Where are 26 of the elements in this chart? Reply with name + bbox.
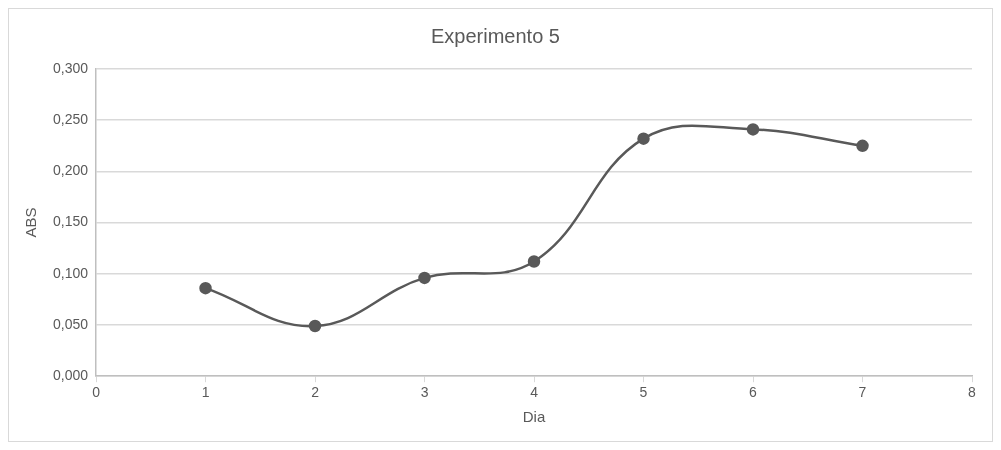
y-tick-label: 0,100 [52,264,89,281]
point [746,123,760,136]
x-tick-label: 2 [311,384,320,401]
x-axis-title: Dia [522,408,546,426]
y-tick-label: 0,000 [52,367,89,384]
x-tick-label: 7 [858,384,867,401]
x-tick-label: 0 [92,384,101,401]
y-tick-label: 0,250 [52,111,89,128]
point [308,319,322,333]
x-tick-label: 6 [749,384,758,401]
x-tick-label: 8 [968,384,977,401]
x-tick-label: 4 [530,384,539,401]
point [637,132,650,145]
chart-title: Experimento 5 [431,24,560,47]
x-tick-label: 5 [639,384,648,401]
x-tick-label: 3 [420,384,429,401]
y-tick-label: 0,150 [52,213,89,230]
y-tick-label: 0,200 [52,162,89,179]
point [199,281,212,295]
y-axis-title: ABS [22,207,40,238]
point [527,255,541,268]
point [856,139,869,153]
y-tick-label: 0,300 [52,59,89,76]
point [418,271,431,285]
y-tick-label: 0,050 [52,315,89,332]
x-tick-label: 1 [201,384,210,401]
